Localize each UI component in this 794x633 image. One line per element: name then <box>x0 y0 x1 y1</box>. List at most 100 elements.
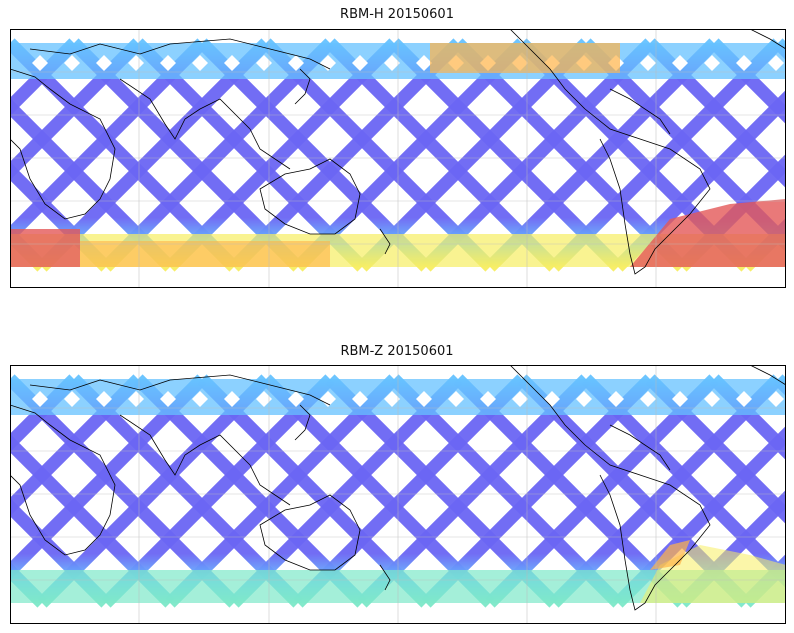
satellite-swath <box>645 374 786 525</box>
graticule <box>10 365 786 624</box>
gap-diamond <box>320 391 336 407</box>
gap-diamond <box>320 55 336 71</box>
gap-diamond <box>416 391 432 407</box>
gap-diamond <box>160 391 176 407</box>
map-frame <box>10 29 786 288</box>
gap-diamond <box>608 391 624 407</box>
gap-diamond <box>32 55 48 71</box>
gap-diamond <box>288 55 304 71</box>
satellite-swath <box>549 374 783 608</box>
satellite-swath <box>389 38 623 272</box>
gap-diamond <box>704 391 720 407</box>
satellite-swath <box>229 374 463 608</box>
gap-diamond <box>224 391 240 407</box>
gap-diamond <box>768 55 784 71</box>
satellite-swath <box>645 38 786 189</box>
gap-diamond <box>640 391 656 407</box>
satellite-swath <box>10 433 175 608</box>
hot-region-west <box>10 229 80 267</box>
gap-diamond <box>736 391 752 407</box>
satellite-swath <box>37 374 271 608</box>
gap-diamond <box>224 55 240 71</box>
coastlines <box>10 365 786 611</box>
satellite-swath <box>709 38 786 125</box>
satellite-swath <box>485 374 719 608</box>
satellite-swath <box>357 374 591 608</box>
satellite-swath <box>101 374 335 608</box>
satellite-swath <box>485 38 719 272</box>
gap-diamond <box>64 391 80 407</box>
satellite-swath <box>10 38 239 272</box>
gap-diamond <box>64 55 80 71</box>
gap-diamond <box>480 391 496 407</box>
map-panel-rbm-z <box>10 365 786 624</box>
hot-region-east <box>650 540 690 570</box>
satellite-swath <box>133 38 367 272</box>
map-frame <box>10 365 786 624</box>
warm-region-south <box>80 241 330 267</box>
warm-region-north <box>430 43 620 73</box>
satellite-swath <box>293 374 527 608</box>
gap-diamond <box>736 55 752 71</box>
gap-diamond <box>32 391 48 407</box>
satellite-swath <box>133 374 367 608</box>
satellite-swath <box>165 374 399 608</box>
panel-title-rbm-z: RBM-Z 20150601 <box>340 344 454 359</box>
gap-diamond <box>512 391 528 407</box>
satellite-swath <box>69 38 303 272</box>
satellite-swath <box>357 38 591 272</box>
gap-diamond <box>704 55 720 71</box>
satellite-swath <box>325 38 559 272</box>
gap-diamond <box>192 55 208 71</box>
satellite-swath <box>10 97 175 272</box>
satellite-swath <box>261 38 495 272</box>
graticule <box>10 29 786 288</box>
hot-region-east <box>630 199 786 267</box>
swath-layer <box>10 38 786 272</box>
gap-diamond <box>352 55 368 71</box>
gap-diamond <box>672 391 688 407</box>
panel-title-rbm-h: RBM-H 20150601 <box>340 7 454 22</box>
satellite-swath <box>10 38 79 117</box>
gap-diamond <box>192 391 208 407</box>
satellite-swath <box>421 38 655 272</box>
satellite-swath <box>165 38 399 272</box>
gap-diamond <box>288 391 304 407</box>
gap-diamond <box>416 55 432 71</box>
coastlines <box>10 29 786 275</box>
satellite-swath <box>10 374 143 517</box>
satellite-swath <box>389 374 623 608</box>
gap-diamond <box>128 391 144 407</box>
gap-diamond <box>384 55 400 71</box>
gap-diamond <box>448 391 464 407</box>
gap-diamond <box>256 391 272 407</box>
satellite-swath <box>197 374 431 608</box>
gap-diamond <box>768 391 784 407</box>
satellite-swath <box>549 38 783 272</box>
satellite-swath <box>229 38 463 272</box>
satellite-swath <box>421 374 655 608</box>
satellite-swath <box>101 38 335 272</box>
gap-diamond <box>256 55 272 71</box>
satellite-swath <box>261 374 495 608</box>
gap-diamond <box>384 391 400 407</box>
gap-diamond <box>160 55 176 71</box>
gap-diamond <box>352 391 368 407</box>
satellite-swath <box>453 374 687 608</box>
satellite-swath <box>453 38 687 272</box>
gap-diamond <box>640 55 656 71</box>
satellite-swath <box>10 497 111 608</box>
satellite-swath <box>69 374 303 608</box>
gap-diamond <box>576 391 592 407</box>
map-panel-rbm-h <box>10 29 786 288</box>
satellite-swath <box>10 374 207 581</box>
gap-diamond <box>96 391 112 407</box>
gap-diamond <box>96 55 112 71</box>
gap-diamond <box>128 55 144 71</box>
satellite-swath <box>613 89 786 272</box>
satellite-swath <box>197 38 431 272</box>
gap-diamond <box>672 55 688 71</box>
satellite-swath <box>293 38 527 272</box>
satellite-swath <box>10 38 143 181</box>
satellite-swath <box>10 374 79 453</box>
